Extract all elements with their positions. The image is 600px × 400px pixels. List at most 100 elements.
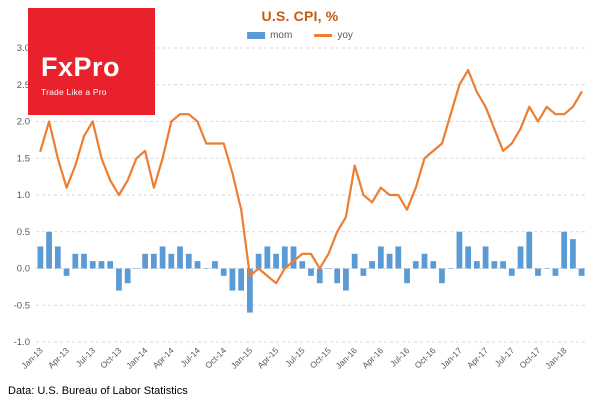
yoy-line-swatch-icon <box>314 34 333 37</box>
x-axis-label: Jan-16 <box>334 345 360 371</box>
mom-bar <box>360 268 367 276</box>
mom-bar <box>177 246 183 269</box>
fxpro-tagline-text: Trade Like a Pro <box>41 87 107 97</box>
mom-bar <box>491 261 498 269</box>
x-axis-label: Jan-13 <box>19 345 45 371</box>
mom-bar <box>369 261 375 269</box>
mom-bar <box>500 261 506 269</box>
mom-bar <box>238 268 245 291</box>
mom-bar <box>325 268 332 269</box>
mom-bar <box>229 268 236 291</box>
x-axis-label: Apr-14 <box>151 345 176 370</box>
x-axis-label: Oct-13 <box>98 345 123 370</box>
mom-bar <box>212 261 218 269</box>
mom-bar <box>247 268 253 313</box>
y-axis-label: -1.0 <box>14 337 30 348</box>
mom-bar <box>578 268 585 276</box>
mom-bar <box>395 246 402 269</box>
x-axis-label: Jul-14 <box>178 345 202 369</box>
legend-label-mom: mom <box>270 30 293 41</box>
mom-bar <box>343 268 349 291</box>
mom-bar <box>264 246 271 269</box>
mom-bar <box>552 268 559 276</box>
x-axis-label: Apr-13 <box>46 345 71 370</box>
x-axis-label: Jul-17 <box>493 345 517 369</box>
mom-bar <box>203 268 210 269</box>
mom-bar <box>107 261 114 269</box>
mom-bar <box>526 231 533 269</box>
mom-bar <box>535 268 541 276</box>
y-axis-label: 0.0 <box>17 264 30 275</box>
fxpro-logo: FxPro Trade Like a Pro <box>28 8 155 115</box>
mom-bar <box>517 246 524 269</box>
data-source-note: Data: U.S. Bureau of Labor Statistics <box>8 385 188 397</box>
x-axis-label: Oct-15 <box>308 345 333 370</box>
x-axis-label: Apr-15 <box>255 345 280 370</box>
x-axis-label: Jan-15 <box>229 345 255 371</box>
mom-bar <box>543 268 550 269</box>
mom-bar <box>316 268 323 284</box>
mom-bar <box>351 253 358 269</box>
y-axis-label: 1.5 <box>17 153 30 164</box>
mom-bar <box>37 246 44 269</box>
mom-bar <box>439 268 445 284</box>
x-axis-label: Jan-17 <box>438 345 464 371</box>
mom-bar <box>185 253 192 269</box>
mom-bar <box>255 253 262 269</box>
x-axis-label: Jan-18 <box>543 345 569 371</box>
mom-bar <box>46 231 52 269</box>
mom-bar <box>98 261 105 269</box>
y-axis-label: 2.5 <box>17 80 30 91</box>
mom-bar <box>220 268 227 276</box>
mom-bar <box>473 261 480 269</box>
mom-bar <box>72 253 79 269</box>
mom-bar <box>465 246 472 269</box>
y-axis-label: -0.5 <box>14 300 30 311</box>
mom-bar <box>421 253 428 269</box>
x-axis-label: Jul-16 <box>388 345 412 369</box>
mom-bar <box>150 253 157 269</box>
yoy-line <box>39 68 583 285</box>
mom-bar <box>81 253 87 269</box>
mom-bar <box>447 268 454 269</box>
x-axis-label: Oct-14 <box>203 345 228 370</box>
mom-bar <box>404 268 410 284</box>
mom-bar <box>377 246 384 269</box>
mom-bar <box>430 261 437 269</box>
mom-bar <box>124 268 131 284</box>
mom-bar <box>168 253 175 269</box>
mom-bar <box>561 231 568 269</box>
mom-bar <box>89 261 96 269</box>
mom-bar <box>308 268 314 276</box>
mom-bar <box>159 246 166 269</box>
mom-bar <box>386 253 393 269</box>
mom-bar <box>273 253 279 269</box>
mom-bar <box>281 246 288 269</box>
x-axis-label: Apr-16 <box>360 345 385 370</box>
mom-bar <box>334 268 341 284</box>
x-axis-label: Oct-17 <box>517 345 542 370</box>
mom-bar <box>299 261 306 269</box>
mom-bar <box>194 261 201 269</box>
mom-bar <box>133 268 140 269</box>
mom-bar <box>116 268 122 291</box>
mom-bar <box>54 246 61 269</box>
mom-bar <box>508 268 515 276</box>
mom-bar <box>412 261 419 269</box>
legend-item-mom: mom <box>247 30 292 41</box>
mom-bar <box>63 268 70 276</box>
y-axis-label: 3.0 <box>17 43 30 54</box>
y-axis-label: 1.0 <box>17 190 30 201</box>
x-axis-label: Jan-14 <box>124 345 150 371</box>
legend-label-yoy: yoy <box>337 30 353 41</box>
mom-bar-swatch-icon <box>247 32 266 39</box>
x-axis-label: Apr-17 <box>465 345 490 370</box>
mom-bar <box>456 231 463 269</box>
x-axis-label: Jul-13 <box>74 345 98 369</box>
mom-bar <box>570 239 576 269</box>
x-axis-label: Jul-15 <box>283 345 307 369</box>
x-axis-label: Oct-16 <box>413 345 438 370</box>
legend-item-yoy: yoy <box>314 30 353 41</box>
y-axis-label: 0.5 <box>17 227 30 238</box>
chart-title: U.S. CPI, % <box>261 8 339 24</box>
